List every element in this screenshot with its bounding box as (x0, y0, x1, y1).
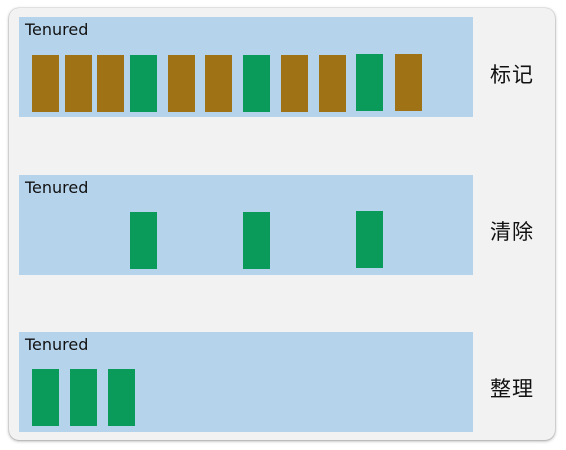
live-object-block (70, 369, 97, 426)
step-label-sweep: 清除 (490, 220, 534, 244)
garbage-object-block (168, 55, 195, 112)
live-object-block (130, 212, 157, 269)
panel-title: Tenured (25, 20, 89, 39)
garbage-object-block (65, 55, 92, 112)
live-object-block (243, 212, 270, 269)
live-object-block (108, 369, 135, 426)
panel-sweep: Tenured (19, 175, 473, 275)
panel-compact: Tenured (19, 332, 473, 432)
garbage-object-block (395, 54, 422, 111)
garbage-object-block (97, 55, 124, 112)
live-object-block (356, 54, 383, 111)
step-label-mark: 标记 (490, 63, 534, 87)
step-label-compact: 整理 (490, 377, 534, 401)
garbage-object-block (281, 55, 308, 112)
garbage-object-block (319, 55, 346, 112)
panel-title: Tenured (25, 335, 89, 354)
garbage-object-block (205, 55, 232, 112)
live-object-block (243, 55, 270, 112)
panel-mark: Tenured (19, 17, 473, 117)
garbage-object-block (32, 55, 59, 112)
live-object-block (356, 211, 383, 268)
live-object-block (32, 369, 59, 426)
live-object-block (130, 55, 157, 112)
panel-title: Tenured (25, 178, 89, 197)
